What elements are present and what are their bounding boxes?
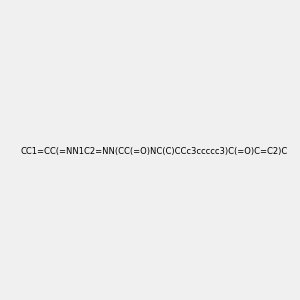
Text: CC1=CC(=NN1C2=NN(CC(=O)NC(C)CCc3ccccc3)C(=O)C=C2)C: CC1=CC(=NN1C2=NN(CC(=O)NC(C)CCc3ccccc3)C… xyxy=(20,147,287,156)
